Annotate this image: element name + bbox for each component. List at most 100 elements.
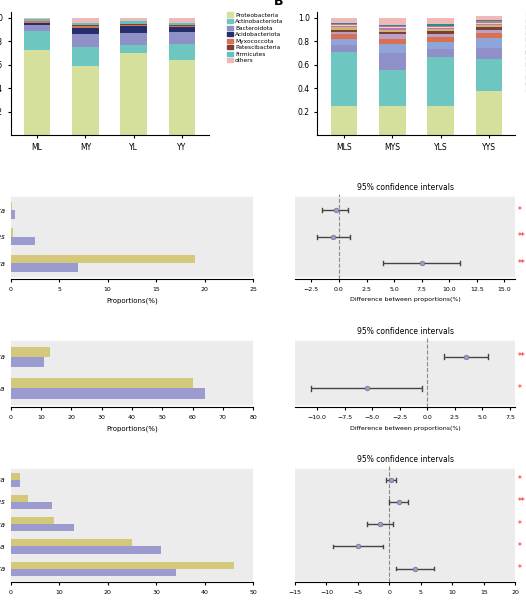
X-axis label: Proportions(%): Proportions(%) bbox=[106, 425, 158, 432]
Text: *: * bbox=[518, 542, 522, 551]
Bar bbox=[24, 50, 50, 136]
Bar bbox=[331, 18, 357, 23]
Bar bbox=[11, 557, 253, 580]
Bar bbox=[295, 513, 515, 535]
Bar bbox=[476, 29, 502, 33]
Bar bbox=[11, 535, 253, 557]
Bar bbox=[331, 46, 357, 52]
Bar bbox=[11, 524, 74, 532]
Bar bbox=[379, 25, 406, 26]
Bar bbox=[11, 255, 195, 263]
Bar bbox=[295, 373, 515, 404]
Bar bbox=[11, 517, 54, 524]
Title: 95% confidence intervals: 95% confidence intervals bbox=[357, 183, 454, 192]
Text: *: * bbox=[518, 475, 522, 484]
Bar bbox=[379, 26, 406, 27]
Bar bbox=[11, 569, 176, 576]
Bar bbox=[295, 250, 515, 277]
Bar bbox=[11, 491, 253, 513]
Bar bbox=[72, 23, 99, 25]
Bar bbox=[169, 26, 195, 27]
Bar bbox=[379, 44, 406, 53]
Bar bbox=[476, 59, 502, 91]
Text: B: B bbox=[274, 0, 284, 8]
Bar bbox=[476, 22, 502, 23]
Bar bbox=[120, 53, 147, 136]
Bar bbox=[295, 491, 515, 513]
Bar bbox=[24, 22, 50, 23]
Bar bbox=[379, 34, 406, 39]
Bar bbox=[476, 33, 502, 38]
Bar bbox=[11, 547, 161, 554]
Bar bbox=[476, 24, 502, 25]
Bar bbox=[295, 341, 515, 373]
Bar bbox=[11, 379, 193, 388]
Bar bbox=[11, 495, 27, 502]
Bar bbox=[169, 27, 195, 32]
Bar bbox=[295, 535, 515, 557]
Bar bbox=[11, 539, 132, 547]
Bar bbox=[11, 250, 253, 277]
Bar bbox=[169, 44, 195, 59]
Bar bbox=[476, 20, 502, 22]
Bar bbox=[24, 19, 50, 21]
Bar bbox=[11, 210, 15, 218]
Bar bbox=[427, 49, 454, 56]
Bar bbox=[427, 18, 454, 25]
Bar bbox=[379, 18, 406, 25]
Bar bbox=[120, 45, 147, 53]
Bar bbox=[379, 39, 406, 44]
Bar bbox=[11, 373, 253, 404]
Bar bbox=[24, 23, 50, 25]
Bar bbox=[11, 341, 253, 373]
Bar bbox=[379, 106, 406, 136]
Bar bbox=[427, 26, 454, 28]
Bar bbox=[476, 16, 502, 20]
Bar bbox=[11, 347, 50, 357]
Bar bbox=[379, 70, 406, 106]
Bar bbox=[427, 42, 454, 49]
Bar bbox=[24, 18, 50, 19]
Bar bbox=[379, 32, 406, 34]
Bar bbox=[427, 31, 454, 34]
Bar bbox=[11, 263, 78, 272]
Text: *: * bbox=[518, 520, 522, 529]
Bar bbox=[11, 236, 35, 245]
X-axis label: Proportions(%): Proportions(%) bbox=[106, 297, 158, 304]
Bar bbox=[476, 48, 502, 59]
Bar bbox=[295, 557, 515, 580]
Bar bbox=[295, 223, 515, 250]
Bar bbox=[331, 34, 357, 39]
Bar bbox=[120, 22, 147, 25]
Bar bbox=[331, 29, 357, 32]
Bar bbox=[72, 28, 99, 34]
X-axis label: Difference between proportions(%): Difference between proportions(%) bbox=[350, 297, 461, 302]
Bar bbox=[427, 56, 454, 106]
Bar bbox=[120, 26, 147, 32]
Bar bbox=[427, 34, 454, 37]
Bar bbox=[11, 562, 234, 569]
Bar bbox=[11, 473, 20, 480]
Text: **: ** bbox=[518, 497, 525, 506]
Title: 95% confidence intervals: 95% confidence intervals bbox=[357, 327, 454, 336]
Text: *: * bbox=[518, 384, 522, 393]
Bar bbox=[120, 18, 147, 22]
X-axis label: Difference between proportions(%): Difference between proportions(%) bbox=[350, 425, 461, 431]
Text: **: ** bbox=[518, 232, 525, 241]
Bar bbox=[72, 66, 99, 136]
Bar bbox=[476, 27, 502, 29]
Bar bbox=[11, 197, 253, 223]
Legend: Proteobacteria, Actinobacteriota, Bacteroidota, Acidobacteriota, Myxococcota, Pa: Proteobacteria, Actinobacteriota, Bacter… bbox=[227, 13, 284, 64]
Bar bbox=[72, 26, 99, 28]
Text: **: ** bbox=[518, 259, 525, 268]
Bar bbox=[24, 25, 50, 31]
Bar bbox=[331, 25, 357, 26]
Bar bbox=[11, 469, 253, 491]
Bar bbox=[11, 202, 13, 210]
Bar bbox=[295, 469, 515, 491]
Bar bbox=[379, 29, 406, 32]
Bar bbox=[11, 388, 205, 398]
Bar bbox=[169, 59, 195, 136]
Bar bbox=[476, 25, 502, 27]
Bar bbox=[11, 228, 14, 236]
